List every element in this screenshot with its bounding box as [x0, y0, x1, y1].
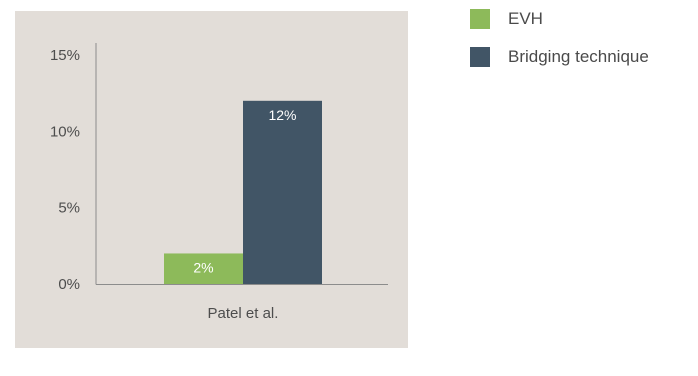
legend-swatch-evh	[470, 9, 490, 29]
plot-background	[15, 11, 408, 348]
y-tick-label: 15%	[50, 47, 80, 64]
bar-bridging-technique	[243, 100, 322, 284]
legend-swatch-bridging-technique	[470, 47, 490, 67]
legend-item-bridging-technique: Bridging technique	[470, 46, 649, 68]
y-tick-label: 0%	[58, 276, 80, 293]
x-category-label: Patel et al.	[208, 305, 279, 322]
legend-item-evh: EVH	[470, 8, 649, 30]
legend-label-evh: EVH	[508, 9, 543, 28]
y-tick-label: 5%	[58, 200, 80, 217]
legend-label-bridging-technique: Bridging technique	[508, 47, 649, 66]
bar-value-label-evh: 2%	[193, 259, 213, 275]
chart-legend: EVH Bridging technique	[470, 8, 649, 84]
bar-evh	[164, 253, 243, 284]
bar-value-label-bridging-technique: 12%	[268, 107, 296, 123]
y-tick-label: 10%	[50, 123, 80, 140]
